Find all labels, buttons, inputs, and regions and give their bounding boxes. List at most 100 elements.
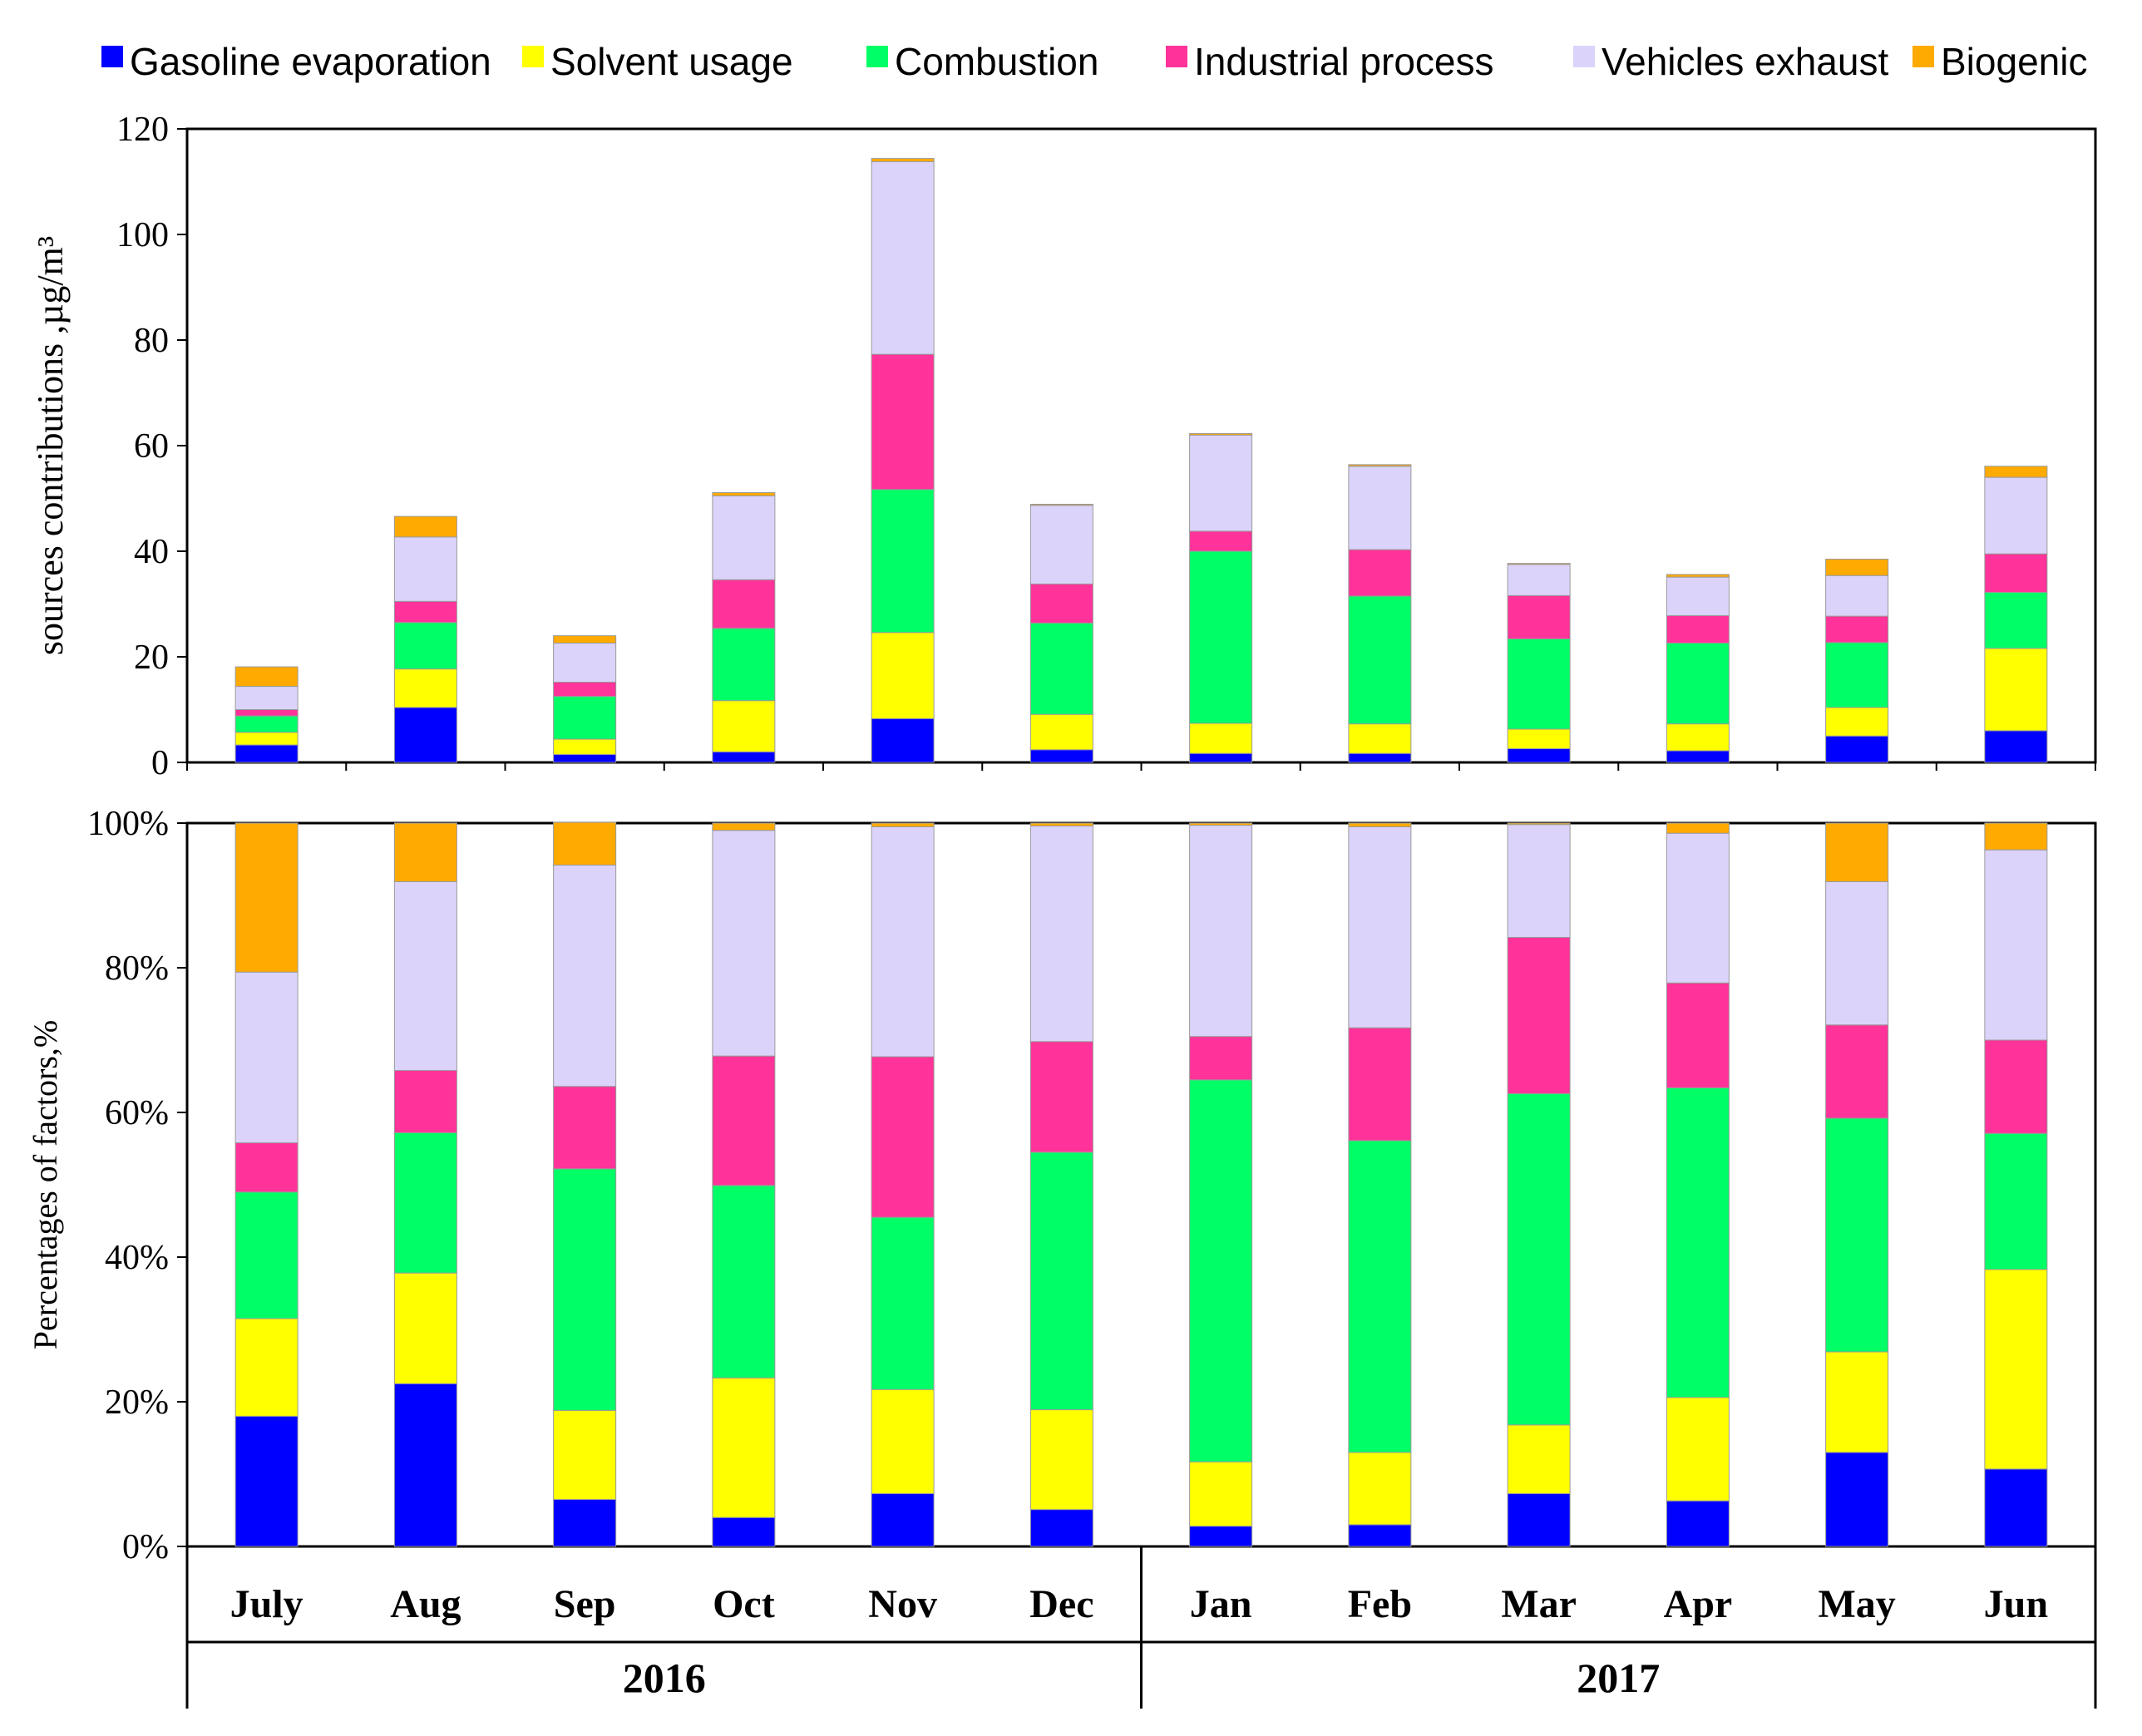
- bar-segment-apr-vehicles-exhaust: [1666, 832, 1730, 984]
- bar-segment-july-solvent-usage: [234, 732, 299, 746]
- month-label-jun: Jun: [1984, 1582, 2048, 1626]
- legend-item-solvent-usage: Solvent usage: [522, 40, 793, 83]
- bar-segment-aug-vehicles-exhaust: [393, 880, 457, 1072]
- bar-segment-sep-combustion: [553, 696, 617, 740]
- bar-segment-jun-combustion: [1984, 1132, 2048, 1270]
- bar-segment-may-biogenic: [1825, 822, 1889, 882]
- legend-swatch: [866, 46, 888, 67]
- bar-segment-mar-solvent-usage: [1507, 1424, 1571, 1494]
- legend: Gasoline evaporation Solvent usage Combust…: [101, 40, 2087, 83]
- bar-segment-sep-vehicles-exhaust: [553, 864, 617, 1087]
- top-panel-absolute-contributions: 0 20 40 60 80 100 120 sources contributions ,µg…: [30, 111, 2097, 782]
- bar-segment-feb-biogenic: [1348, 464, 1412, 467]
- legend-label: Solvent usage: [550, 40, 793, 83]
- bar-segment-nov-solvent-usage: [871, 632, 935, 719]
- bar-segment-july-biogenic: [234, 666, 299, 688]
- bar-segment-july-gasoline-evaporation: [234, 1415, 299, 1547]
- bar-segment-jan-biogenic: [1189, 432, 1253, 436]
- bar-segment-aug-industrial-process: [393, 1070, 457, 1133]
- bar-segment-sep-vehicles-exhaust: [553, 642, 617, 683]
- y-axis-label: sources contributions ,µg/m³: [30, 236, 71, 655]
- bar-segment-jan-combustion: [1189, 550, 1253, 724]
- bar-segment-feb-vehicles-exhaust: [1348, 466, 1412, 550]
- bar-segment-jan-solvent-usage: [1189, 723, 1253, 754]
- bar-segment-jun-combustion: [1984, 592, 2048, 649]
- bar-segment-aug-combustion: [393, 1132, 457, 1274]
- bar-segment-july-industrial-process: [234, 1142, 299, 1193]
- bar-segment-nov-combustion: [871, 489, 935, 634]
- legend-item-gasoline-evaporation: Gasoline evaporation: [101, 40, 491, 83]
- y-tick-label: 20%: [105, 1383, 169, 1422]
- bar-segment-jun-industrial-process: [1984, 553, 2048, 594]
- bar-segment-may-solvent-usage: [1825, 707, 1889, 737]
- bar-segment-aug-biogenic: [393, 515, 457, 538]
- bar-segment-oct-gasoline-evaporation: [712, 751, 776, 763]
- bar-segment-nov-combustion: [871, 1216, 935, 1390]
- bar-segment-apr-industrial-process: [1666, 982, 1730, 1088]
- bar-segment-feb-solvent-usage: [1348, 1452, 1412, 1526]
- y-tick-label: 20: [134, 639, 169, 677]
- bar-segment-jun-gasoline-evaporation: [1984, 730, 2048, 763]
- bar-segment-oct-biogenic: [712, 822, 776, 831]
- bar-segment-feb-solvent-usage: [1348, 723, 1412, 754]
- bar-segment-aug-combustion: [393, 622, 457, 670]
- bar-segment-jun-solvent-usage: [1984, 1269, 2048, 1470]
- y-tick-label: 40: [134, 533, 169, 571]
- bar-segment-jan-vehicles-exhaust: [1189, 434, 1253, 532]
- bar-segment-feb-biogenic: [1348, 822, 1412, 827]
- legend-swatch: [1573, 46, 1595, 67]
- bar-segment-jan-vehicles-exhaust: [1189, 825, 1253, 1038]
- bar-segment-nov-biogenic: [871, 822, 935, 827]
- bar-segment-feb-industrial-process: [1348, 549, 1412, 597]
- bar-segment-jun-gasoline-evaporation: [1984, 1468, 2048, 1547]
- bar-segment-dec-gasoline-evaporation: [1029, 749, 1093, 763]
- bar-segment-jun-vehicles-exhaust: [1984, 849, 2048, 1041]
- bar-segment-sep-solvent-usage: [553, 1409, 617, 1500]
- bottom-panel-percentages: 0% 20% 40% 60% 80% 100% Percentages of factors…: [27, 805, 2097, 1566]
- bar-segment-dec-solvent-usage: [1029, 1409, 1093, 1511]
- bar-segment-mar-biogenic: [1507, 822, 1571, 826]
- y-tick-label: 80%: [105, 949, 169, 988]
- bar-segment-nov-industrial-process: [871, 353, 935, 491]
- y-tick-label: 0%: [122, 1528, 169, 1566]
- bar-segment-mar-biogenic: [1507, 563, 1571, 565]
- bar-segment-may-industrial-process: [1825, 1024, 1889, 1119]
- legend-label: Vehicles exhaust: [1602, 40, 1888, 83]
- bar-segment-oct-combustion: [712, 628, 776, 702]
- bar-segment-july-combustion: [234, 1191, 299, 1319]
- bar-segment-sep-solvent-usage: [553, 738, 617, 755]
- year-label-2017: 2017: [1577, 1655, 1660, 1701]
- bar-segment-aug-solvent-usage: [393, 668, 457, 708]
- bar-segment-oct-industrial-process: [712, 1055, 776, 1186]
- legend-item-industrial-process: Industrial process: [1166, 40, 1494, 83]
- legend-swatch: [522, 46, 544, 67]
- y-tick-label: 100: [116, 216, 169, 254]
- bar-segment-feb-gasoline-evaporation: [1348, 1524, 1412, 1547]
- bar-segment-sep-biogenic: [553, 821, 617, 866]
- plot-frame: [185, 821, 2097, 1548]
- bar-segment-mar-industrial-process: [1507, 936, 1571, 1094]
- bar-segment-dec-combustion: [1029, 1152, 1093, 1411]
- bar-segment-dec-solvent-usage: [1029, 713, 1093, 751]
- bar-segment-nov-gasoline-evaporation: [871, 1492, 935, 1547]
- bar-segment-apr-biogenic: [1666, 574, 1730, 578]
- bar-segment-apr-combustion: [1666, 1087, 1730, 1398]
- bar-segment-may-solvent-usage: [1825, 1351, 1889, 1453]
- y-tick-label: 0: [151, 744, 169, 782]
- bar-segment-mar-gasoline-evaporation: [1507, 1492, 1571, 1547]
- bar-segment-apr-biogenic: [1666, 822, 1730, 834]
- bar-segment-july-industrial-process: [234, 709, 299, 717]
- bar-segment-feb-combustion: [1348, 1140, 1412, 1453]
- bar-segment-may-biogenic: [1825, 559, 1889, 576]
- bar-segment-sep-gasoline-evaporation: [553, 753, 617, 763]
- legend-label: Gasoline evaporation: [130, 40, 491, 83]
- bar-segment-may-vehicles-exhaust: [1825, 880, 1889, 1026]
- bar-segment-oct-industrial-process: [712, 579, 776, 629]
- y-axis-label: Percentages of factors,%: [27, 1020, 64, 1349]
- month-label-dec: Dec: [1029, 1582, 1093, 1626]
- month-label-feb: Feb: [1348, 1582, 1412, 1626]
- legend-item-biogenic: Biogenic: [1912, 40, 2087, 83]
- bar-segment-aug-gasoline-evaporation: [393, 707, 457, 763]
- y-tick-label: 120: [116, 111, 169, 149]
- bar-segment-jan-biogenic: [1189, 822, 1253, 826]
